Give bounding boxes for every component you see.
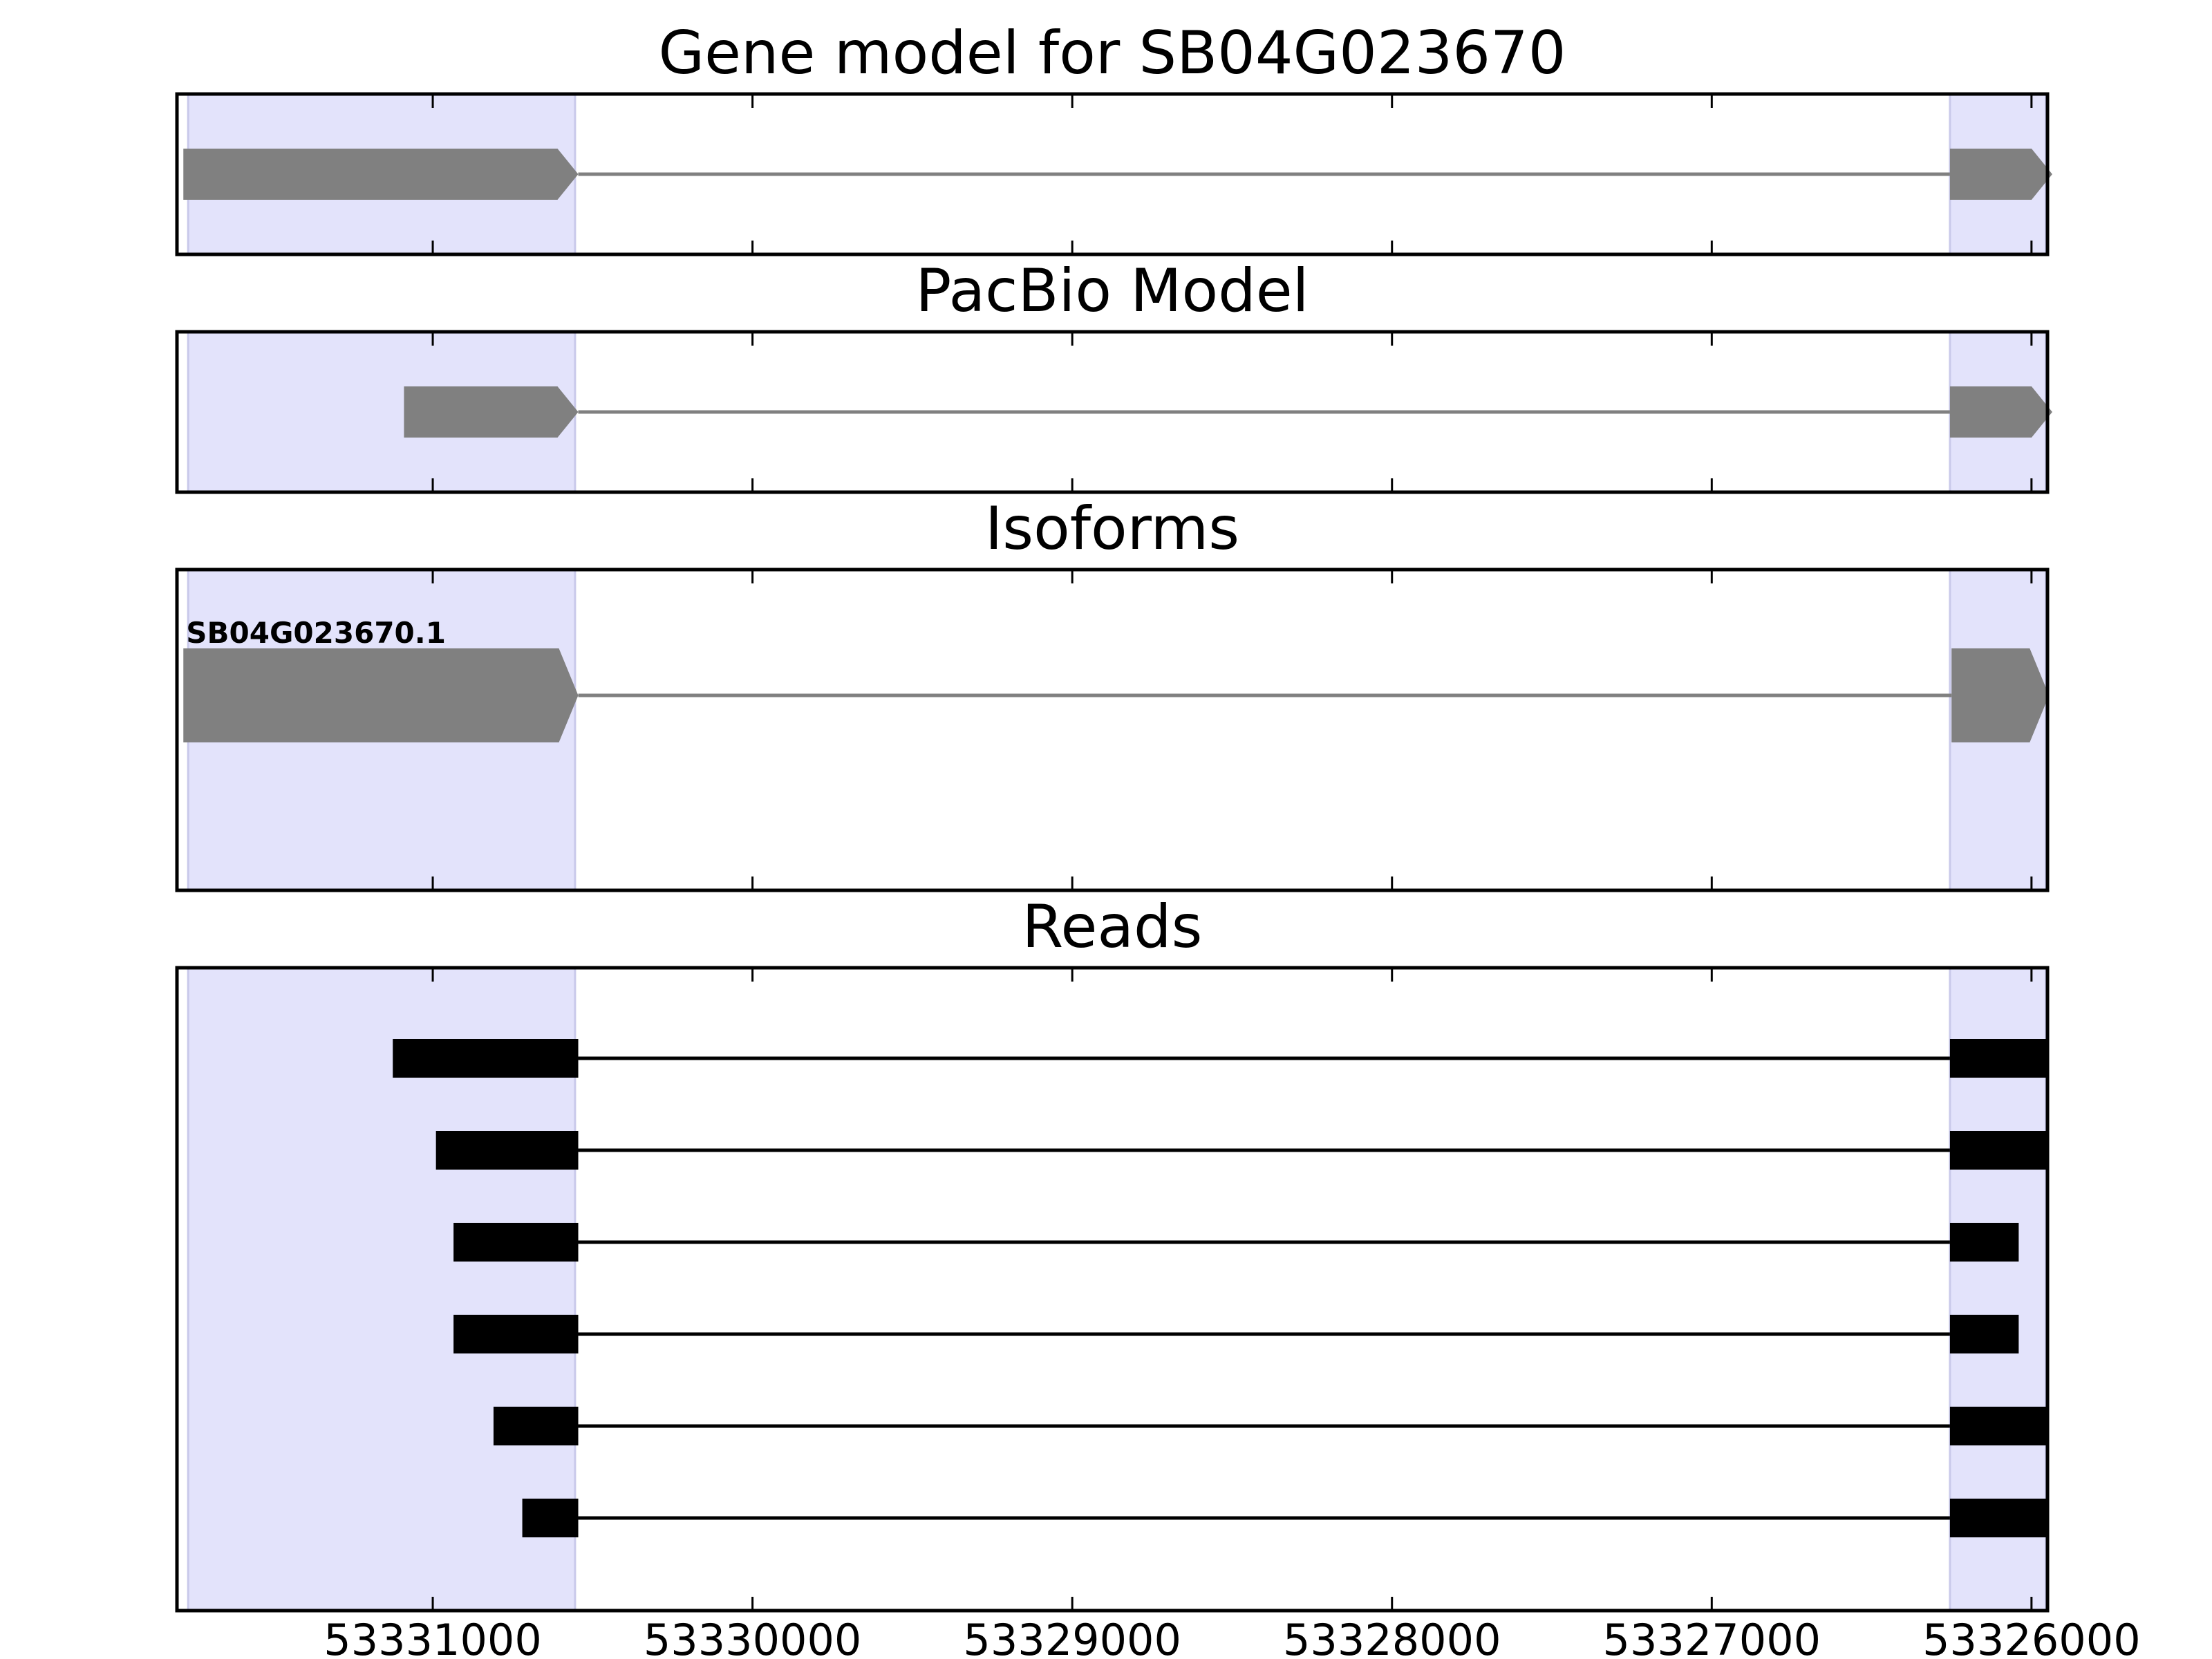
panel-gene-model: Gene model for SB04G023670	[175, 19, 2052, 256]
x-tick-label: 53328000	[1283, 1615, 1501, 1659]
read-exon	[1949, 1223, 2019, 1262]
transcript	[404, 386, 2052, 438]
panel-title: PacBio Model	[915, 256, 1309, 326]
read-exon	[1949, 1407, 2050, 1445]
x-axis-tick-labels: 53331000 53330000 53329000 53328000 53327000…	[324, 1615, 2140, 1659]
panel-isoforms: SB04G023670.1 Isoforms	[175, 494, 2050, 892]
read	[453, 1315, 2019, 1353]
panels-layer: Gene model for SB04G023670 PacBio Model SB…	[175, 19, 2052, 1613]
panel-title: Gene model for SB04G023670	[659, 19, 1566, 88]
exon-block	[1949, 149, 2052, 200]
read-exon	[1949, 1315, 2019, 1353]
read-exon	[522, 1499, 579, 1537]
read	[493, 1407, 2050, 1445]
exon-block	[404, 386, 579, 438]
read-exon	[493, 1407, 579, 1445]
read	[435, 1131, 2050, 1170]
exon-block	[183, 648, 579, 742]
read	[522, 1499, 2050, 1537]
panel-frame	[175, 966, 2050, 1613]
read	[453, 1223, 2019, 1262]
read-exon	[453, 1223, 579, 1262]
read-exon	[1949, 1039, 2047, 1078]
panel-frame	[175, 92, 2050, 256]
x-tick-label: 53326000	[1922, 1615, 2141, 1659]
transcript	[183, 149, 2052, 200]
exon-block	[1949, 386, 2052, 438]
panel-title: Reads	[1022, 892, 1203, 962]
read	[393, 1039, 2047, 1078]
read-exon	[435, 1131, 579, 1170]
panel-frame	[175, 330, 2050, 494]
isoform-label: SB04G023670.1	[186, 616, 446, 650]
exon-block	[183, 149, 579, 200]
read-exon	[1949, 1499, 2050, 1537]
panel-reads: Reads	[175, 892, 2050, 1613]
panel-frame	[175, 568, 2050, 892]
x-tick-label: 53331000	[324, 1615, 542, 1659]
x-tick-label: 53327000	[1603, 1615, 1821, 1659]
x-tick-label: 53330000	[644, 1615, 862, 1659]
transcript: SB04G023670.1	[183, 616, 2050, 742]
panel-title: Isoforms	[985, 494, 1239, 563]
exon-block	[1951, 648, 2050, 742]
x-tick-label: 53329000	[963, 1615, 1181, 1659]
read-exon	[393, 1039, 579, 1078]
panel-pacbio-model: PacBio Model	[175, 256, 2052, 494]
read-exon	[1949, 1131, 2050, 1170]
read-exon	[453, 1315, 579, 1353]
